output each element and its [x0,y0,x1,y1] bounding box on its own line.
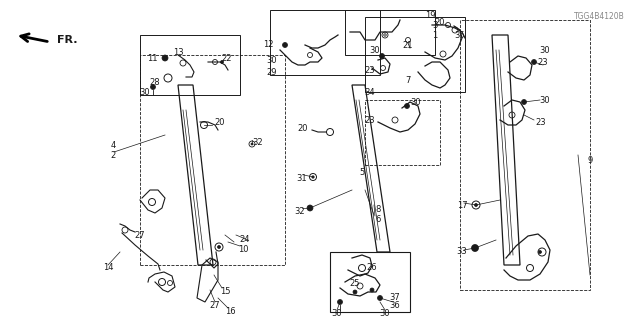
Text: 30: 30 [540,95,550,105]
Text: 23: 23 [365,116,375,124]
Text: 30: 30 [267,55,277,65]
Bar [140,35,240,95]
Text: 27: 27 [210,300,220,309]
Text: 12: 12 [263,39,273,49]
Text: 26: 26 [367,263,378,273]
Circle shape [378,295,383,300]
Bar [270,10,380,75]
Text: TGG4B4120B: TGG4B4120B [574,12,625,21]
Circle shape [218,245,221,249]
Bar [140,55,285,265]
Circle shape [337,300,342,305]
Circle shape [522,100,527,105]
Text: 33: 33 [456,247,467,257]
Text: 3: 3 [432,20,438,29]
Text: 23: 23 [365,66,375,75]
Text: 20: 20 [435,18,445,27]
Text: FR.: FR. [57,35,77,45]
Circle shape [307,205,313,211]
Text: 8: 8 [375,205,381,214]
Text: 5: 5 [360,167,365,177]
Text: 24: 24 [240,236,250,244]
Text: 20: 20 [298,124,308,132]
Text: 17: 17 [457,202,467,211]
Text: 14: 14 [103,263,113,273]
Text: 29: 29 [267,68,277,76]
Text: 30: 30 [332,308,342,317]
Text: 37: 37 [390,293,401,302]
Text: 22: 22 [221,53,232,62]
Circle shape [404,103,410,108]
Text: 30: 30 [140,87,150,97]
Text: 32: 32 [253,138,263,147]
Circle shape [162,55,168,61]
Text: 1: 1 [433,30,438,39]
Circle shape [150,84,156,90]
Text: 7: 7 [405,76,411,84]
Text: 30: 30 [540,45,550,54]
Circle shape [353,290,357,294]
Circle shape [312,176,314,178]
Text: 21: 21 [403,41,413,50]
Text: 2: 2 [110,150,116,159]
Circle shape [472,244,479,252]
Text: 9: 9 [588,156,593,164]
Text: 4: 4 [110,140,116,149]
Text: 27: 27 [134,230,145,239]
Text: 23: 23 [538,58,548,67]
Bar [365,17,465,92]
Text: 30: 30 [380,308,390,317]
Text: 32: 32 [294,207,305,217]
Text: 10: 10 [237,245,248,254]
Bar [330,252,410,312]
Text: 36: 36 [390,301,401,310]
Text: 13: 13 [173,47,183,57]
Circle shape [474,204,477,206]
Circle shape [370,288,374,292]
Text: 35: 35 [454,30,465,39]
Text: 30: 30 [411,98,421,107]
Circle shape [538,251,541,253]
Circle shape [221,60,223,63]
Bar [345,10,435,55]
Text: 25: 25 [349,279,360,289]
Circle shape [380,53,385,59]
Bar [365,100,440,165]
Text: 31: 31 [297,173,307,182]
Text: 11: 11 [147,53,157,62]
Circle shape [282,43,287,47]
Text: 15: 15 [220,287,230,297]
Text: 20: 20 [215,117,225,126]
Text: 6: 6 [375,215,381,225]
Text: 30: 30 [370,45,380,54]
Text: 23: 23 [536,117,547,126]
Text: 19: 19 [425,11,435,20]
Text: 28: 28 [150,77,160,86]
Text: 16: 16 [225,308,236,316]
Circle shape [531,60,536,65]
Bar [460,20,590,290]
Text: 34: 34 [365,87,375,97]
Circle shape [251,143,253,145]
